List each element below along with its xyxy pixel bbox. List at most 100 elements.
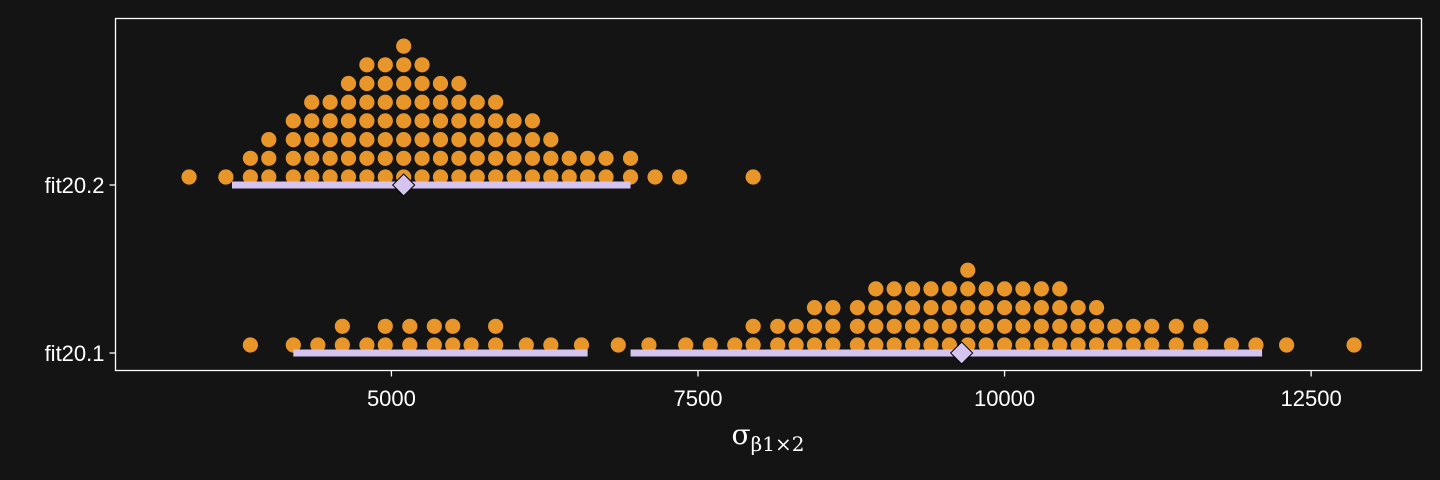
data-dot xyxy=(923,281,939,297)
y-axis: fit20.1 fit20.2 xyxy=(45,173,116,366)
data-dot xyxy=(414,132,430,148)
data-dot xyxy=(463,337,479,353)
mode-point xyxy=(391,173,416,197)
data-dot xyxy=(770,318,786,334)
data-dot xyxy=(1052,281,1068,297)
data-dot xyxy=(469,132,485,148)
data-dot xyxy=(1193,318,1209,334)
data-dot xyxy=(978,318,994,334)
data-dot xyxy=(923,337,939,353)
x-axis-title-symbol: σ xyxy=(732,418,751,451)
data-dot xyxy=(377,75,393,92)
data-dot xyxy=(1088,337,1105,353)
data-dot xyxy=(886,318,902,334)
data-dot xyxy=(432,113,449,129)
data-dot xyxy=(488,132,504,148)
x-axis-title: σβ1×2 xyxy=(732,418,805,456)
data-dot xyxy=(825,300,841,316)
data-dot xyxy=(414,113,430,129)
data-dot xyxy=(445,318,461,334)
data-dot xyxy=(445,337,461,353)
data-dot xyxy=(506,113,522,129)
data-dot xyxy=(647,169,663,185)
data-dot xyxy=(396,132,412,148)
x-axis: 5000 7500 10000 12500 xyxy=(367,370,1342,411)
data-dot xyxy=(849,300,866,316)
data-dot xyxy=(310,337,326,353)
data-dot xyxy=(359,150,375,166)
data-dot xyxy=(788,318,804,334)
data-dot xyxy=(261,132,277,148)
data-dot xyxy=(960,262,976,278)
data-dot xyxy=(261,169,277,185)
data-dot xyxy=(941,337,957,353)
data-dot xyxy=(396,57,412,73)
data-dot xyxy=(978,337,994,353)
data-dot xyxy=(469,150,485,166)
data-dot xyxy=(1070,318,1086,334)
data-dot xyxy=(598,169,614,185)
data-dot xyxy=(886,281,902,297)
data-dot xyxy=(960,300,976,316)
data-dot xyxy=(941,300,957,316)
data-dot xyxy=(451,132,467,148)
data-dot xyxy=(580,150,596,166)
data-dot xyxy=(996,281,1013,297)
x-tick-label: 12500 xyxy=(1281,386,1342,411)
data-dot xyxy=(561,150,577,166)
data-dot xyxy=(978,300,994,316)
data-dot xyxy=(285,113,301,129)
data-dot xyxy=(396,113,412,129)
data-dot xyxy=(322,150,338,166)
data-dot xyxy=(506,169,522,185)
data-dot xyxy=(402,318,418,334)
data-dot xyxy=(181,169,197,185)
data-dot xyxy=(543,132,559,148)
data-dot xyxy=(849,318,866,334)
data-dot xyxy=(432,150,449,166)
data-dot xyxy=(904,281,921,297)
data-dot xyxy=(806,300,823,316)
interval-layer xyxy=(231,173,1263,365)
data-dot xyxy=(727,337,743,353)
data-dot xyxy=(488,169,504,185)
data-dot xyxy=(518,337,534,353)
data-dot xyxy=(1052,300,1068,316)
data-dot xyxy=(451,113,467,129)
data-dot xyxy=(960,281,976,297)
data-dot xyxy=(340,113,357,129)
data-dot xyxy=(1033,337,1049,353)
data-dot xyxy=(1144,318,1160,334)
data-dot xyxy=(543,150,559,166)
data-dot xyxy=(285,169,301,185)
data-dot xyxy=(996,318,1013,334)
data-dot xyxy=(242,169,258,185)
data-dot xyxy=(770,337,786,353)
data-dot xyxy=(904,318,921,334)
data-dot xyxy=(941,281,957,297)
data-dot xyxy=(825,337,841,353)
data-dot xyxy=(1070,300,1086,316)
data-dot xyxy=(641,337,657,353)
data-dot xyxy=(806,337,823,353)
data-dot xyxy=(868,300,884,316)
data-dot xyxy=(322,94,338,110)
data-dot xyxy=(377,132,393,148)
data-dot xyxy=(1015,337,1031,353)
data-dot xyxy=(941,318,957,334)
data-dot xyxy=(543,337,559,353)
data-dot xyxy=(1125,318,1141,334)
dot-layer xyxy=(181,38,1362,353)
data-dot xyxy=(996,300,1013,316)
data-dot xyxy=(414,169,430,185)
data-dot xyxy=(524,150,541,166)
data-dot xyxy=(1279,337,1295,353)
data-dot xyxy=(488,150,504,166)
data-dot xyxy=(396,75,412,92)
data-dot xyxy=(622,150,639,166)
data-dot xyxy=(1015,281,1031,297)
data-dot xyxy=(469,113,485,129)
x-tick-label: 10000 xyxy=(974,386,1035,411)
data-dot xyxy=(524,169,541,185)
